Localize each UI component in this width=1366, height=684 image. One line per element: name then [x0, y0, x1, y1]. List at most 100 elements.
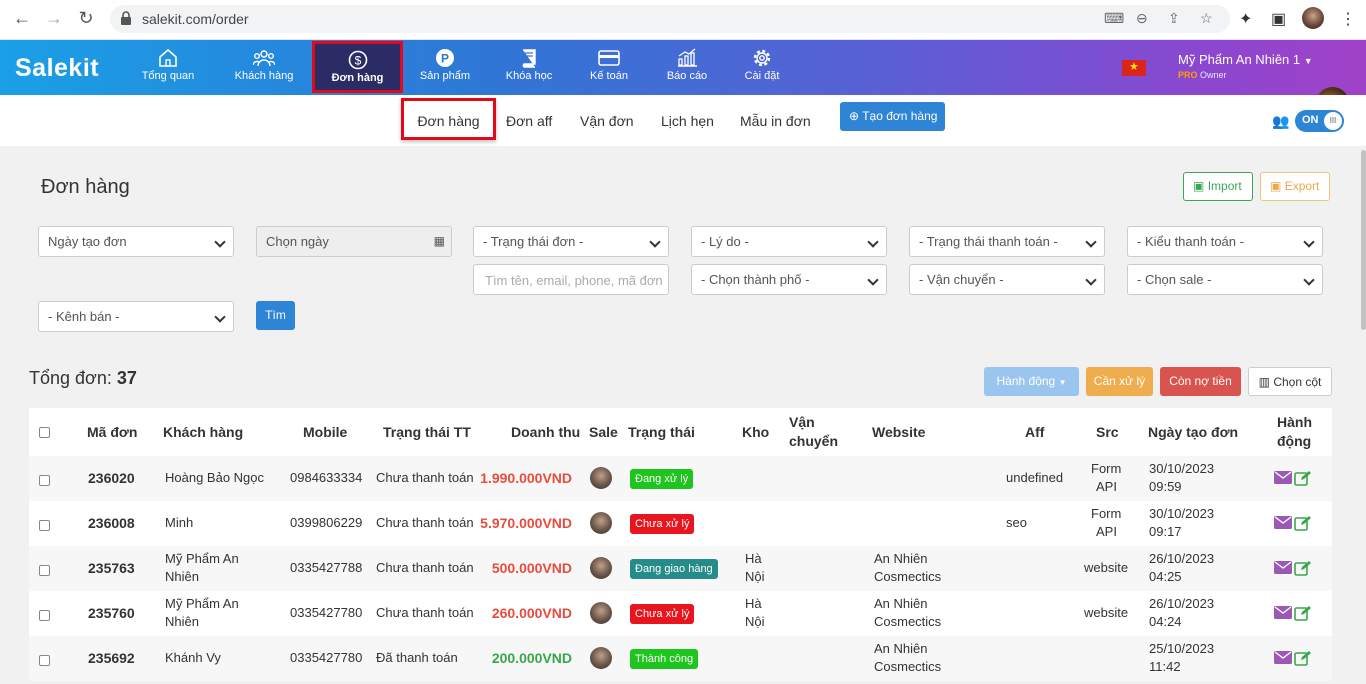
- page-scrollbar[interactable]: [1361, 150, 1366, 330]
- col-src[interactable]: Src: [1096, 424, 1119, 440]
- shipping-select[interactable]: - Vận chuyển -: [909, 264, 1105, 295]
- browser-menu-icon[interactable]: ⋮: [1340, 11, 1356, 28]
- tab-lich-hen[interactable]: Lịch hẹn: [661, 113, 714, 129]
- col-code[interactable]: Mã đơn: [87, 424, 138, 440]
- order-code[interactable]: 236008: [88, 515, 135, 531]
- menu-khach-hang[interactable]: Khách hàng: [226, 40, 302, 95]
- edit-icon[interactable]: [1294, 560, 1312, 576]
- col-created[interactable]: Ngày tạo đơn: [1148, 424, 1239, 440]
- col-warehouse[interactable]: Kho: [742, 424, 770, 440]
- browser-profile-avatar[interactable]: [1302, 7, 1324, 29]
- status-badge[interactable]: Thành công: [630, 649, 699, 669]
- customer-name-line2[interactable]: Nhiên: [165, 569, 199, 584]
- edit-icon[interactable]: [1294, 650, 1312, 666]
- tab-don-aff[interactable]: Đơn aff: [506, 113, 553, 129]
- row-checkbox[interactable]: [39, 475, 50, 486]
- table-row[interactable]: 235760 Mỹ Phẩm An Nhiên 0335427780 Chưa than…: [29, 591, 1332, 636]
- reason-select[interactable]: - Lý do -: [691, 226, 887, 257]
- tab-mau-in-don[interactable]: Mẫu in đơn: [740, 113, 811, 129]
- export-button[interactable]: ▣ Export: [1260, 172, 1330, 201]
- email-icon[interactable]: [1274, 516, 1292, 530]
- payment-status-select[interactable]: - Trạng thái thanh toán -: [909, 226, 1105, 257]
- vietnam-flag-icon[interactable]: [1122, 60, 1146, 76]
- status-badge[interactable]: Chưa xử lý: [630, 514, 695, 534]
- translate-icon[interactable]: ⌨: [1104, 10, 1125, 26]
- bookmark-star-icon[interactable]: ☆: [1200, 10, 1213, 26]
- email-icon[interactable]: [1274, 651, 1292, 665]
- reload-icon[interactable]: ↻: [78, 8, 94, 28]
- menu-tong-quan[interactable]: Tổng quan: [130, 40, 206, 95]
- create-order-button[interactable]: ⊕ Tạo đơn hàng: [840, 102, 945, 131]
- forward-icon[interactable]: →: [45, 8, 63, 28]
- email-icon[interactable]: [1274, 471, 1292, 485]
- col-pay-status[interactable]: Trạng thái TT: [383, 424, 471, 440]
- share-icon[interactable]: ⇪: [1168, 10, 1180, 26]
- bulk-action-button[interactable]: Hành động ▼: [984, 367, 1079, 396]
- email-icon[interactable]: [1274, 606, 1292, 620]
- shop-account-menu[interactable]: Mỹ Phẩm An Nhiên 1 ▼ PRO Owner: [1178, 52, 1313, 80]
- select-all-checkbox[interactable]: [39, 427, 50, 438]
- col-shipping-line1[interactable]: Vận: [789, 414, 815, 430]
- payment-type-select[interactable]: - Kiểu thanh toán -: [1127, 226, 1323, 257]
- on-off-toggle[interactable]: ON III: [1295, 110, 1344, 132]
- col-revenue[interactable]: Doanh thu: [511, 424, 581, 440]
- order-code[interactable]: 235692: [88, 650, 135, 666]
- date-type-select[interactable]: Ngày tạo đơn: [38, 226, 234, 257]
- choose-columns-button[interactable]: ▥ Chọn cột: [1248, 367, 1332, 396]
- edit-icon[interactable]: [1294, 605, 1312, 621]
- menu-don-hang[interactable]: $ Đơn hàng: [312, 41, 403, 93]
- salekit-logo[interactable]: Salekit: [15, 54, 100, 82]
- col-status[interactable]: Trạng thái: [628, 424, 695, 440]
- col-customer[interactable]: Khách hàng: [163, 424, 244, 440]
- row-checkbox[interactable]: [39, 520, 50, 531]
- table-row[interactable]: 235763 Mỹ Phẩm An Nhiên 0335427788 Chưa than…: [29, 546, 1332, 591]
- col-aff[interactable]: Aff: [1025, 424, 1045, 440]
- address-bar[interactable]: salekit.com/order ⌨ ⊖ ⇪ ☆: [110, 5, 1230, 33]
- search-button[interactable]: Tìm: [256, 301, 295, 330]
- group-users-icon[interactable]: 👥: [1272, 113, 1290, 129]
- customer-name[interactable]: Khánh Vy: [165, 650, 221, 665]
- status-badge[interactable]: Chưa xử lý: [630, 604, 695, 624]
- order-code[interactable]: 235760: [88, 605, 135, 621]
- zoom-icon[interactable]: ⊖: [1136, 10, 1148, 26]
- menu-ke-toan[interactable]: Kế toán: [578, 40, 640, 95]
- col-mobile[interactable]: Mobile: [303, 424, 348, 440]
- import-button[interactable]: ▣ Import: [1183, 172, 1253, 201]
- table-row[interactable]: 236020 Hoàng Bảo Ngọc 0984633334 Chưa thanh…: [29, 456, 1332, 501]
- back-icon[interactable]: ←: [13, 8, 31, 28]
- tab-van-don[interactable]: Vận đơn: [580, 113, 634, 129]
- search-input[interactable]: Tìm tên, email, phone, mã đơn: [473, 264, 669, 295]
- sidepanel-icon[interactable]: ▣: [1271, 11, 1287, 28]
- customer-name[interactable]: Mỹ Phẩm An: [165, 551, 239, 566]
- customer-name[interactable]: Minh: [165, 515, 194, 530]
- row-checkbox[interactable]: [39, 565, 50, 576]
- debt-filter-button[interactable]: Còn nợ tiền: [1160, 367, 1241, 396]
- order-code[interactable]: 236020: [88, 470, 135, 486]
- date-picker-field[interactable]: Chọn ngày ▦: [256, 226, 452, 257]
- extensions-icon[interactable]: ✦: [1239, 11, 1253, 28]
- col-sale[interactable]: Sale: [589, 424, 618, 440]
- row-checkbox[interactable]: [39, 655, 50, 666]
- col-website[interactable]: Website: [872, 424, 926, 440]
- edit-icon[interactable]: [1294, 470, 1312, 486]
- menu-bao-cao[interactable]: Báo cáo: [656, 40, 718, 95]
- tab-don-hang[interactable]: Đơn hàng: [401, 98, 496, 140]
- status-badge[interactable]: Đang xử lý: [630, 469, 694, 489]
- customer-name[interactable]: Hoàng Bảo Ngọc: [165, 470, 265, 485]
- customer-name-line2[interactable]: Nhiên: [165, 614, 199, 629]
- order-code[interactable]: 235763: [88, 560, 135, 576]
- order-status-select[interactable]: - Trạng thái đơn -: [473, 226, 669, 257]
- col-shipping-line2[interactable]: chuyển: [789, 433, 839, 449]
- email-icon[interactable]: [1274, 561, 1292, 575]
- menu-san-pham[interactable]: P Sản phẩm: [410, 40, 480, 95]
- customer-name[interactable]: Mỹ Phẩm An: [165, 596, 239, 611]
- table-row[interactable]: 235692 Khánh Vy 0335427780 Đã thanh toán 200…: [29, 636, 1332, 681]
- menu-khoa-hoc[interactable]: Khóa học: [497, 40, 561, 95]
- table-row[interactable]: 236008 Minh 0399806229 Chưa thanh toán 5.970…: [29, 501, 1332, 546]
- pending-filter-button[interactable]: Cần xử lý: [1086, 367, 1153, 396]
- row-checkbox[interactable]: [39, 610, 50, 621]
- city-select[interactable]: - Chọn thành phố -: [691, 264, 887, 295]
- channel-select[interactable]: - Kênh bán -: [38, 301, 234, 332]
- edit-icon[interactable]: [1294, 515, 1312, 531]
- status-badge[interactable]: Đang giao hàng: [630, 559, 718, 579]
